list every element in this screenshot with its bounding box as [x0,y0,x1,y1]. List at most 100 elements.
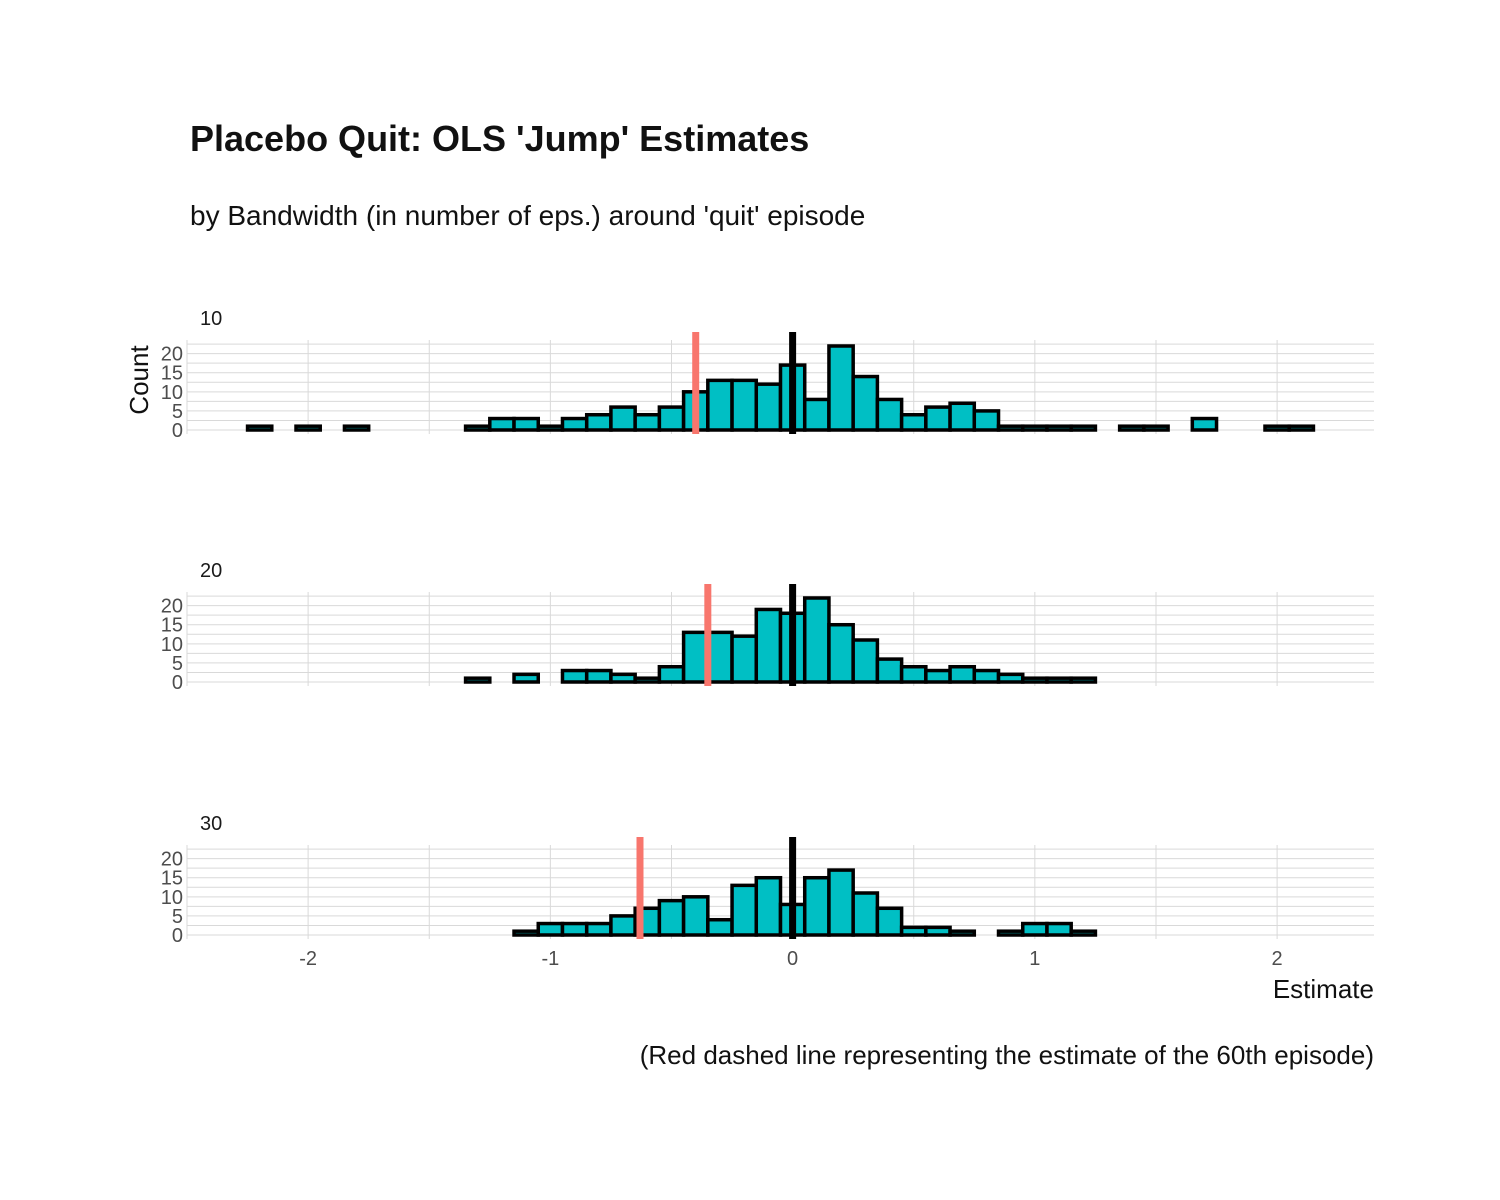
histogram-bar [899,664,928,684]
histogram-bar [584,412,613,432]
histogram-bar [488,416,516,432]
histogram-bar [706,378,734,432]
histogram-bar [827,868,855,937]
histogram-bar [1287,424,1316,432]
histogram-bar [948,664,977,684]
histogram-bar [802,596,831,684]
histogram-bar [657,898,686,937]
histogram-bar [1263,424,1291,432]
histogram-bar [512,929,541,937]
histogram-bar [1020,676,1049,684]
histogram-bar [1045,921,1073,937]
histogram-bar [924,405,952,432]
histogram-bar [463,676,492,684]
y-tick-label: 5 [172,401,183,423]
histogram-bar [875,397,904,432]
x-tick-label: 0 [787,948,798,970]
y-tick-label: 10 [161,887,183,909]
y-tick-label: 20 [161,849,183,871]
histogram-bar [996,424,1025,432]
histogram-bar [1045,424,1073,432]
y-tick-label: 5 [172,906,183,928]
histogram-bar [706,917,734,937]
chart-caption: (Red dashed line representing the estima… [639,1040,1374,1070]
histogram-bar [827,344,855,432]
histogram-bar [996,929,1025,937]
y-tick-label: 10 [161,634,183,656]
histogram-bar [972,409,1001,432]
y-tick-label: 20 [161,344,183,366]
histogram-bar [536,921,565,937]
histogram-bar [681,630,710,684]
histogram-bar [1069,424,1098,432]
histogram-bar [924,668,952,684]
x-tick-label: 1 [1029,948,1040,970]
y-tick-label: 0 [172,420,183,442]
y-tick-label: 15 [161,868,183,890]
histogram-bar [584,921,613,937]
chart-subtitle: by Bandwidth (in number of eps.) around … [190,200,866,231]
histogram-bar [948,401,977,432]
histogram-bar [1020,921,1049,937]
histogram-bar [827,622,855,684]
histogram-bar [730,378,759,432]
histogram-bar [754,382,783,432]
histogram-bar [875,657,904,684]
histogram-bar [463,424,492,432]
histogram-bar [1190,416,1219,432]
histogram-bar [342,424,371,432]
histogram-bar [245,424,274,432]
histogram-bar [560,921,589,937]
y-tick-label: 20 [161,596,183,618]
histogram-bar [657,405,686,432]
y-tick-label: 10 [161,382,183,404]
histogram-bar [948,929,977,937]
histogram-bar [875,906,904,937]
histogram-bar [512,672,541,684]
histogram-bar [706,630,734,684]
histogram-bar [1117,424,1146,432]
histogram-bar [730,634,759,684]
histogram-bar [802,397,831,432]
y-tick-label: 0 [172,672,183,694]
x-tick-label: 2 [1272,948,1283,970]
histogram-bar [609,672,637,684]
histogram-bar [730,883,759,937]
histogram-bar [1020,424,1049,432]
histogram-bar [851,891,880,937]
histogram-bar [754,875,783,937]
histogram-bar [657,664,686,684]
x-tick-label: -2 [299,948,317,970]
histogram-bar [560,416,589,432]
histogram-bar [584,668,613,684]
histogram-bar [681,895,710,937]
histogram-bar [899,412,928,432]
histogram-bar [512,416,541,432]
histogram-bar [294,424,322,432]
histogram-bar [633,676,662,684]
histogram-bar [1069,929,1098,937]
panel-strip-label: 10 [200,308,222,330]
y-tick-label: 15 [161,363,183,385]
histogram-bar [609,405,637,432]
histogram-bar [536,424,565,432]
y-tick-label: 15 [161,615,183,637]
panel-strip-label: 30 [200,813,222,835]
histogram-bar [851,374,880,432]
histogram-bar [899,925,928,937]
histogram-bar [560,668,589,684]
x-axis-title: Estimate [1273,974,1374,1004]
histogram-bar [996,672,1025,684]
histogram-bar [1045,676,1073,684]
x-tick-label: -1 [541,948,559,970]
chart-title: Placebo Quit: OLS 'Jump' Estimates [190,118,810,159]
histogram-bar [802,875,831,937]
y-tick-label: 0 [172,925,183,947]
histogram-bar [851,638,880,684]
histogram-bar [633,412,662,432]
panel-strip-label: 20 [200,560,222,582]
histogram-bar [1142,424,1170,432]
